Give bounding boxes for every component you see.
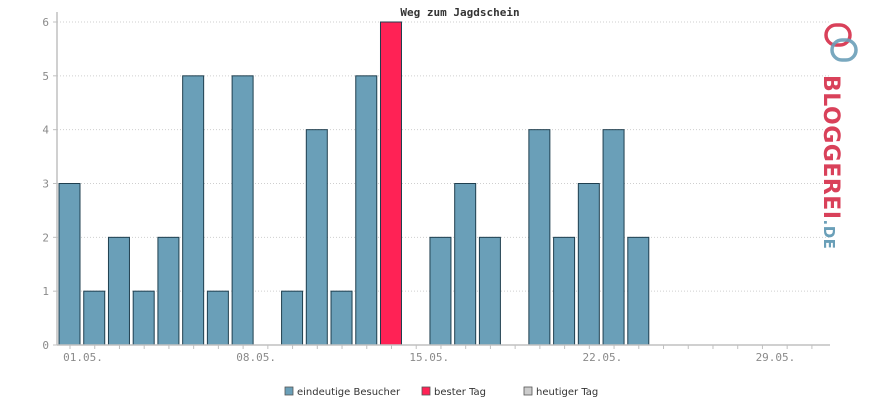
bloggerei-logo: BLOGGEREI.DE	[818, 23, 858, 249]
y-tick-label: 0	[42, 339, 49, 352]
x-tick-label: 01.05.	[63, 351, 103, 364]
logo-mark-icon	[824, 23, 858, 62]
bar	[305, 129, 328, 346]
legend-item: eindeutige Besucher	[284, 386, 401, 398]
logo-text: BLOGGEREI.DE	[818, 75, 843, 249]
bar	[478, 236, 501, 346]
y-tick-label: 2	[42, 231, 49, 244]
bar	[454, 183, 477, 346]
bar	[58, 183, 81, 346]
bar	[553, 236, 576, 346]
x-tick-label: 22.05.	[582, 351, 622, 364]
legend-swatch	[523, 386, 533, 396]
legend-item: heutiger Tag	[523, 386, 598, 398]
legend-swatch	[284, 386, 294, 396]
bar	[182, 75, 205, 346]
legend-label: heutiger Tag	[536, 387, 598, 398]
bar	[602, 129, 625, 346]
best-day-bar	[379, 21, 402, 346]
bar	[231, 75, 254, 346]
legend-label: bester Tag	[434, 387, 486, 398]
bar	[528, 129, 551, 346]
y-tick-label: 1	[42, 285, 49, 298]
y-tick-label: 4	[42, 124, 49, 137]
x-tick-label: 15.05.	[409, 351, 449, 364]
bar	[429, 236, 452, 346]
bar	[107, 236, 130, 346]
bar	[157, 236, 180, 346]
axes: 0 1 2 3 4 5 6 01.05. 08.05. 15.05. 22.05. 29.05.	[42, 12, 830, 364]
legend-item: bester Tag	[421, 386, 486, 398]
legend: eindeutige Besucher bester Tag heutiger Ta…	[284, 386, 598, 398]
y-tick-label: 5	[42, 70, 49, 83]
bar	[206, 290, 229, 346]
bar	[577, 183, 600, 346]
legend-swatch	[421, 386, 431, 396]
bar	[355, 75, 378, 346]
x-tick-label: 29.05.	[756, 351, 796, 364]
bar	[132, 290, 155, 346]
legend-label: eindeutige Besucher	[297, 387, 401, 398]
bar	[83, 290, 106, 346]
bar	[330, 290, 353, 346]
y-tick-label: 3	[42, 178, 49, 191]
chart-title: Weg zum Jagdschein	[400, 6, 519, 19]
bar	[627, 236, 650, 346]
bar	[281, 290, 304, 346]
x-tick-label: 08.05.	[236, 351, 276, 364]
y-tick-label: 6	[42, 16, 49, 29]
